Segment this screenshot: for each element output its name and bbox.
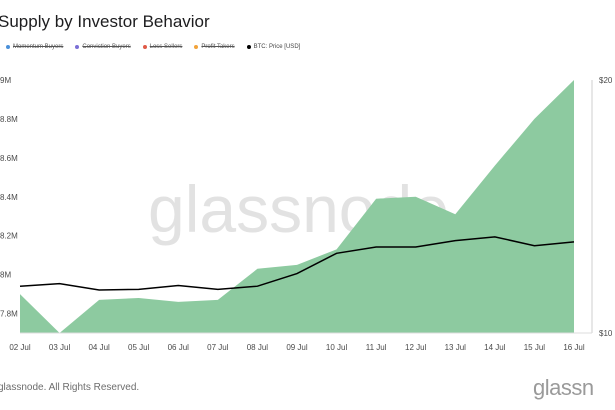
x-tick-label: 08 Jul [247,343,269,352]
legend-dot-icon [6,45,10,49]
x-axis-ticks: 02 Jul 03 Jul 04 Jul 05 Jul 06 Jul 07 Jul 08 J… [9,343,585,352]
x-tick-label: 15 Jul [524,343,546,352]
legend-label: Loss Sellers [149,44,183,50]
y-left-tick-label: 8M [0,271,11,280]
copyright-footer: glassnode. All Rights Reserved. [0,382,140,393]
legend-dot-icon [246,45,251,49]
area-layer [20,80,574,333]
y-left-tick-label: 8.2M [0,232,18,241]
x-tick-label: 02 Jul [9,343,31,352]
legend-label: Conviction Buyers [82,44,131,50]
legend-dot-icon [75,45,80,49]
x-tick-label: 06 Jul [168,343,190,352]
x-tick-label: 03 Jul [49,343,71,352]
y-left-tick-label: 8.6M [0,154,18,163]
btc-price-line [19,236,575,291]
line-layer [19,236,575,291]
x-tick-label: 10 Jul [326,343,348,352]
x-tick-label: 14 Jul [484,343,506,352]
y-right-tick-label: $20 [599,76,613,85]
profit-takers-area [20,80,574,333]
y-left-tick-label: 8.8M [0,115,18,124]
legend-label: Profit Takers [201,44,235,50]
y-left-axis-ticks: 7.8M 8M 8.2M 8.4M 8.6M 8.8M 9M [0,76,18,319]
glassnode-logo: glassn [533,375,594,400]
x-tick-label: 07 Jul [207,343,229,352]
x-tick-label: 04 Jul [88,343,110,352]
x-tick-label: 13 Jul [445,343,467,352]
x-tick-label: 11 Jul [366,343,387,352]
legend-label: Momentum Buyers [13,44,64,50]
y-right-tick-label: $10 [599,329,613,338]
chart-legend: Momentum Buyers Conviction Buyers Loss Sel… [6,44,300,50]
x-tick-label: 16 Jul [563,343,585,352]
chart-title: Supply by Investor Behavior [0,12,210,31]
legend-item-1[interactable]: Conviction Buyers [75,44,131,50]
legend-item-4[interactable]: BTC: Price [USD] [246,44,301,50]
y-left-tick-label: 9M [0,76,11,85]
legend-item-2[interactable]: Loss Sellers [142,44,183,50]
x-tick-label: 09 Jul [286,343,308,352]
legend-label: BTC: Price [USD] [253,44,301,50]
y-left-tick-label: 8.4M [0,193,18,202]
y-left-tick-label: 7.8M [0,310,18,319]
legend-dot-icon [194,45,199,49]
x-tick-label: 12 Jul [405,343,427,352]
legend-item-0[interactable]: Momentum Buyers [6,44,63,50]
legend-dot-icon [142,45,147,49]
x-tick-label: 05 Jul [128,343,150,352]
legend-item-3[interactable]: Profit Takers [194,44,235,50]
y-right-axis-ticks: $10 $20 [599,76,613,338]
